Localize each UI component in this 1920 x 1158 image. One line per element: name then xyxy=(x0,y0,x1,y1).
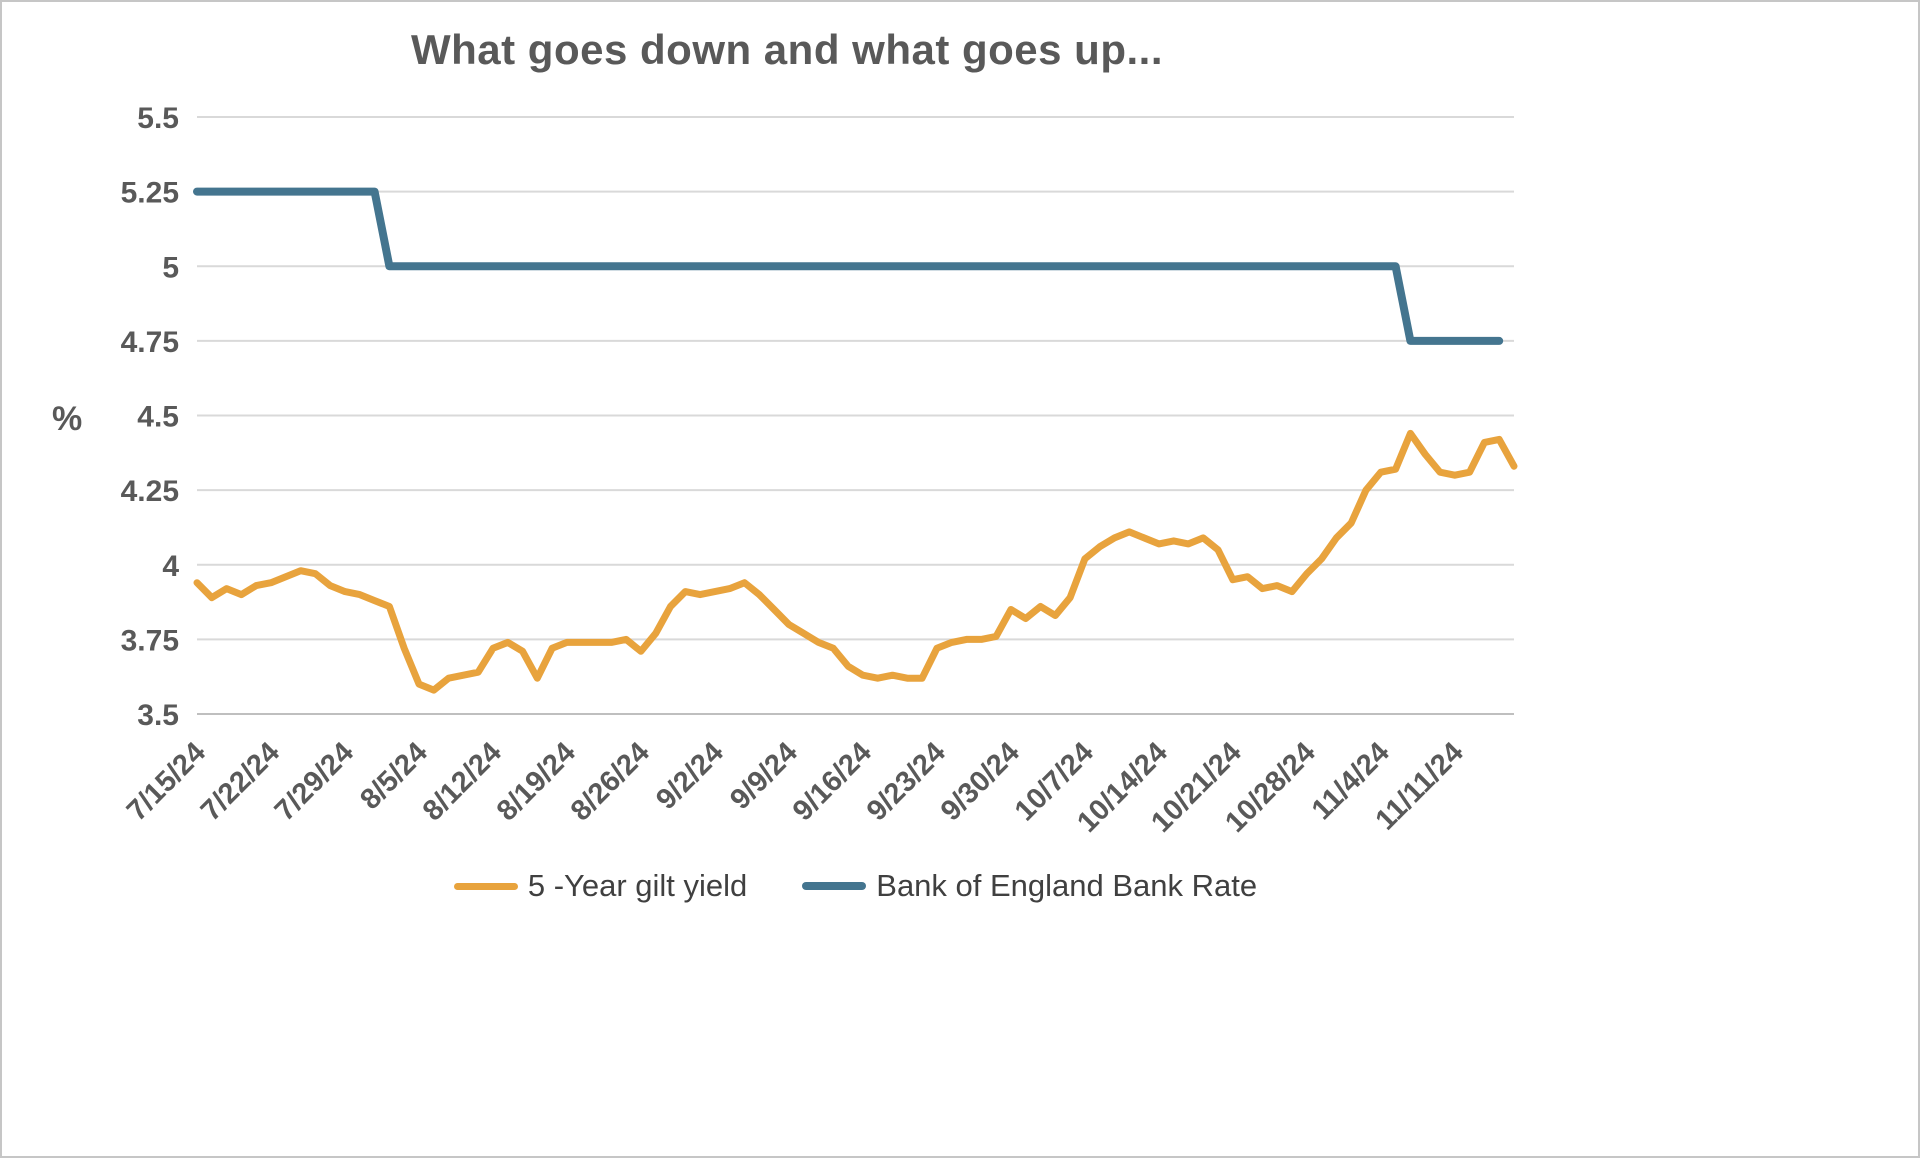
y-tick-label: 5 xyxy=(162,251,179,284)
y-axis-label: % xyxy=(52,400,83,438)
gilt-yield-legend-label: 5 -Year gilt yield xyxy=(527,868,748,903)
x-tick-label: 7/29/24 xyxy=(269,736,360,827)
x-tick-label: 9/2/24 xyxy=(650,736,730,816)
gilt-yield-line xyxy=(193,429,1518,694)
legend-item-gilt-yield: 5 -Year gilt yield xyxy=(453,868,748,904)
y-tick-label: 4.75 xyxy=(121,326,179,359)
y-tick-label: 4.25 xyxy=(121,475,179,508)
x-tick-label: 8/19/24 xyxy=(491,736,582,827)
y-tick-label: 4 xyxy=(162,550,179,583)
x-tick-label: 9/23/24 xyxy=(861,736,952,827)
bank-rate-line xyxy=(193,187,1504,345)
y-tick-label: 3.75 xyxy=(121,624,179,657)
x-tick-label: 8/26/24 xyxy=(565,736,656,827)
y-tick-label: 3.5 xyxy=(137,699,179,732)
x-tick-label: 9/16/24 xyxy=(787,736,878,827)
bank-rate-line-swatch xyxy=(802,882,867,890)
x-tick-label: 7/15/24 xyxy=(121,736,212,827)
legend-item-bank-rate: Bank of England Bank Rate xyxy=(802,868,1257,904)
y-tick-label: 5.5 xyxy=(137,102,179,135)
chart-title: What goes down and what goes up... xyxy=(411,26,1163,73)
bank-rate-legend-label: Bank of England Bank Rate xyxy=(876,868,1258,903)
x-tick-label: 7/22/24 xyxy=(195,736,286,827)
gilt-yield-line-swatch xyxy=(453,882,518,890)
x-tick-label: 9/30/24 xyxy=(935,736,1026,827)
y-tick-label: 5.25 xyxy=(121,177,179,210)
y-tick-label: 4.5 xyxy=(137,401,179,434)
chart-legend: 5 -Year gilt yield Bank of England Bank … xyxy=(197,868,1514,904)
x-tick-label: 8/12/24 xyxy=(417,736,508,827)
